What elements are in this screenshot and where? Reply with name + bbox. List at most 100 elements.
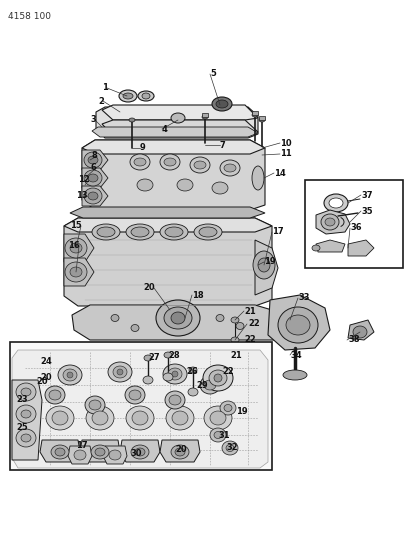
Ellipse shape	[258, 258, 270, 272]
Text: 17: 17	[76, 440, 88, 449]
Text: 11: 11	[280, 149, 292, 158]
Ellipse shape	[144, 355, 152, 361]
Bar	[305, 180, 403, 268]
Ellipse shape	[165, 227, 183, 237]
Ellipse shape	[210, 428, 226, 442]
Ellipse shape	[65, 262, 87, 282]
Ellipse shape	[253, 251, 275, 279]
Ellipse shape	[171, 312, 185, 324]
Ellipse shape	[252, 113, 258, 117]
Text: 9: 9	[140, 143, 146, 152]
Ellipse shape	[65, 238, 87, 258]
Ellipse shape	[163, 364, 187, 384]
Ellipse shape	[164, 352, 172, 358]
Ellipse shape	[134, 158, 146, 166]
Text: 21: 21	[244, 306, 256, 316]
Text: 20: 20	[36, 376, 48, 385]
Polygon shape	[102, 120, 258, 136]
Ellipse shape	[130, 154, 150, 170]
Ellipse shape	[125, 386, 145, 404]
Text: 16: 16	[68, 241, 80, 251]
Ellipse shape	[55, 448, 65, 456]
Polygon shape	[64, 234, 94, 262]
Text: 37: 37	[361, 190, 373, 199]
Ellipse shape	[85, 396, 105, 414]
Ellipse shape	[224, 405, 232, 411]
Text: 13: 13	[76, 191, 88, 200]
Text: 27: 27	[148, 353, 160, 362]
Ellipse shape	[325, 218, 335, 226]
Polygon shape	[102, 105, 258, 120]
Ellipse shape	[92, 411, 108, 425]
Text: 26: 26	[186, 367, 198, 376]
Ellipse shape	[226, 445, 234, 451]
Text: 22: 22	[222, 367, 234, 376]
Ellipse shape	[67, 372, 73, 378]
Ellipse shape	[199, 227, 217, 237]
Ellipse shape	[212, 182, 228, 194]
Polygon shape	[255, 240, 278, 295]
Ellipse shape	[236, 322, 244, 329]
Ellipse shape	[283, 370, 307, 380]
Ellipse shape	[168, 368, 182, 380]
Ellipse shape	[132, 411, 148, 425]
Text: 20: 20	[143, 284, 155, 293]
Ellipse shape	[92, 224, 120, 240]
Ellipse shape	[171, 113, 185, 123]
Ellipse shape	[194, 161, 206, 169]
Polygon shape	[103, 446, 127, 464]
Ellipse shape	[126, 224, 154, 240]
Polygon shape	[72, 305, 278, 340]
Text: 34: 34	[290, 351, 302, 359]
Ellipse shape	[88, 174, 98, 182]
Text: 4158 100: 4158 100	[8, 12, 51, 21]
Ellipse shape	[212, 97, 232, 111]
Text: 28: 28	[168, 351, 180, 359]
Ellipse shape	[123, 93, 133, 99]
Ellipse shape	[188, 388, 198, 396]
Polygon shape	[82, 168, 108, 188]
Ellipse shape	[171, 445, 189, 459]
Ellipse shape	[88, 192, 98, 200]
Ellipse shape	[58, 365, 82, 385]
Bar	[202, 113, 208, 117]
Ellipse shape	[126, 406, 154, 430]
Ellipse shape	[111, 314, 119, 321]
Text: 18: 18	[192, 290, 204, 300]
Ellipse shape	[113, 366, 127, 378]
Bar	[252, 111, 258, 115]
Ellipse shape	[91, 445, 109, 459]
Text: 22: 22	[248, 319, 260, 328]
Ellipse shape	[95, 448, 105, 456]
Ellipse shape	[131, 445, 149, 459]
Ellipse shape	[63, 369, 77, 381]
Polygon shape	[120, 440, 160, 462]
Text: 19: 19	[236, 408, 248, 416]
Text: 32: 32	[226, 443, 237, 453]
Text: 20: 20	[40, 374, 52, 383]
Ellipse shape	[278, 307, 318, 343]
Ellipse shape	[86, 406, 114, 430]
Text: 2: 2	[98, 96, 104, 106]
Ellipse shape	[70, 267, 82, 277]
Text: 30: 30	[130, 448, 142, 457]
Polygon shape	[80, 440, 120, 462]
Ellipse shape	[194, 224, 222, 240]
Polygon shape	[348, 240, 374, 256]
Polygon shape	[64, 218, 272, 306]
Polygon shape	[82, 140, 265, 210]
Polygon shape	[12, 350, 268, 468]
Text: 22: 22	[244, 335, 256, 344]
Text: 25: 25	[16, 424, 28, 432]
Text: 38: 38	[348, 335, 359, 344]
Ellipse shape	[210, 411, 226, 425]
Polygon shape	[40, 440, 80, 462]
Polygon shape	[64, 218, 272, 232]
Polygon shape	[316, 210, 350, 234]
Text: 23: 23	[16, 395, 28, 405]
Ellipse shape	[84, 170, 102, 186]
Ellipse shape	[214, 432, 222, 439]
Ellipse shape	[137, 179, 153, 191]
Text: 4: 4	[162, 125, 168, 133]
Text: 31: 31	[218, 431, 230, 440]
